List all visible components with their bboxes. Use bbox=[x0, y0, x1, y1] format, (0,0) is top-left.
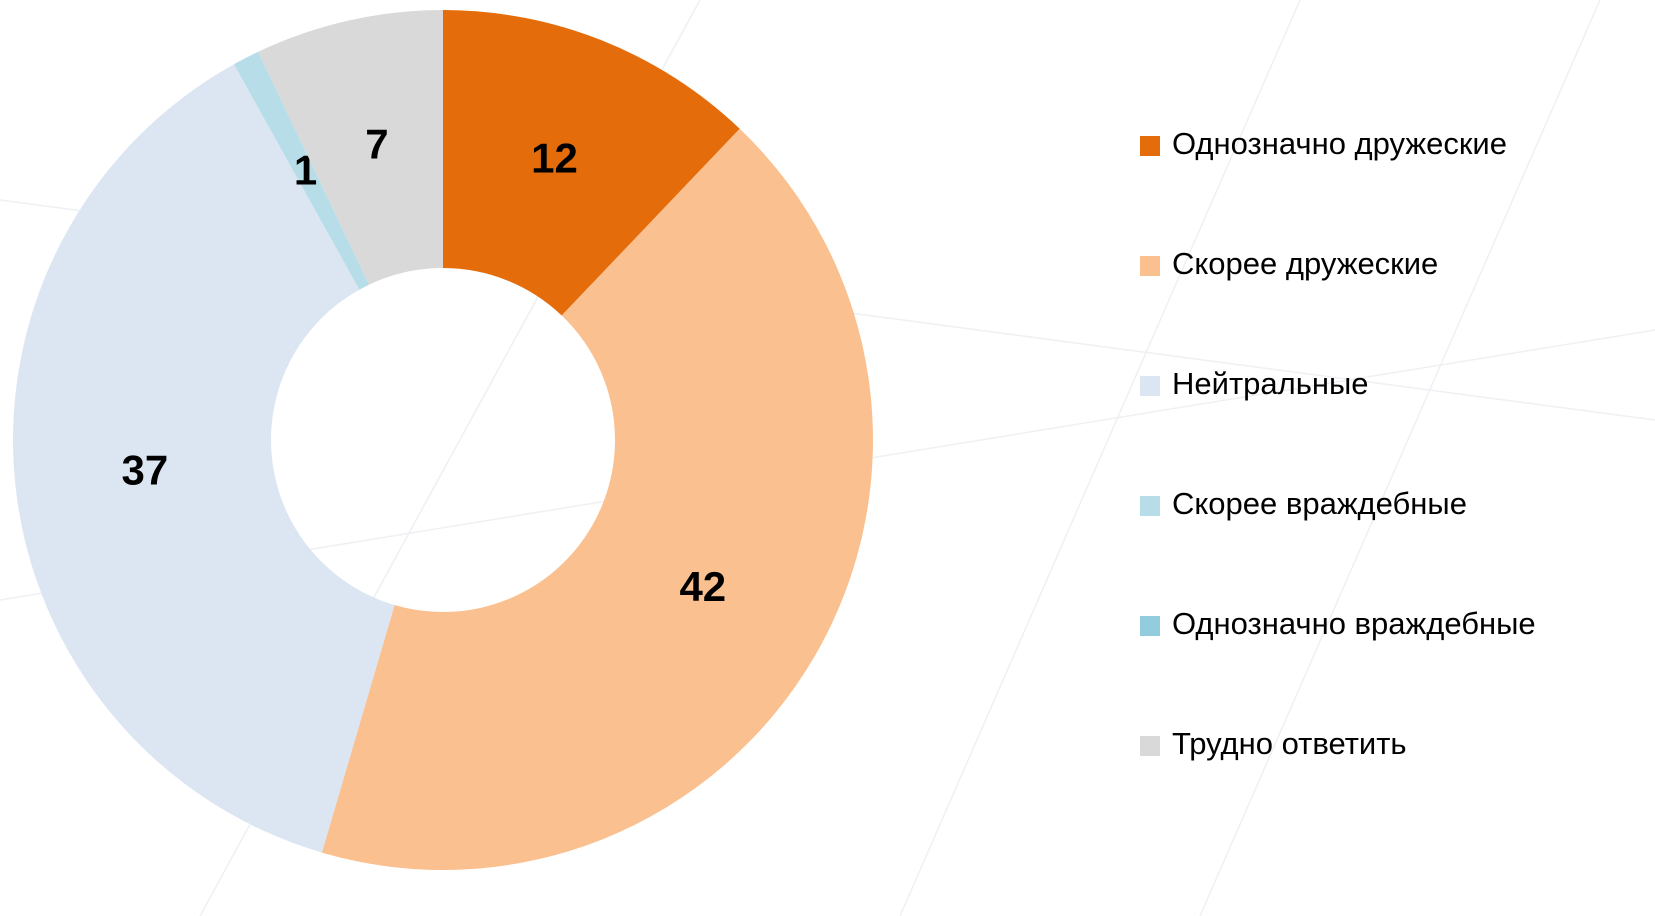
data-label: 12 bbox=[531, 135, 578, 182]
legend-swatch bbox=[1140, 376, 1160, 396]
legend-swatch bbox=[1140, 616, 1160, 636]
legend-label: Однозначно дружеские bbox=[1172, 126, 1507, 161]
donut-slice bbox=[443, 10, 740, 316]
legend-swatch bbox=[1140, 256, 1160, 276]
legend-swatch bbox=[1140, 496, 1160, 516]
legend-label: Трудно ответить bbox=[1172, 726, 1407, 761]
legend-label: Однозначно враждебные bbox=[1172, 606, 1536, 641]
data-label: 42 bbox=[679, 563, 726, 610]
legend-label: Скорее дружеские bbox=[1172, 246, 1438, 281]
data-label: 37 bbox=[121, 446, 168, 493]
donut-slice bbox=[321, 128, 873, 870]
legend-label: Нейтральные bbox=[1172, 366, 1369, 401]
donut-slice bbox=[13, 64, 395, 853]
legend-swatch bbox=[1140, 736, 1160, 756]
donut-slice bbox=[258, 10, 443, 285]
legend-label: Скорее враждебные bbox=[1172, 486, 1467, 521]
legend-swatch bbox=[1140, 136, 1160, 156]
donut-slice bbox=[233, 51, 370, 290]
data-label: 7 bbox=[365, 120, 388, 167]
